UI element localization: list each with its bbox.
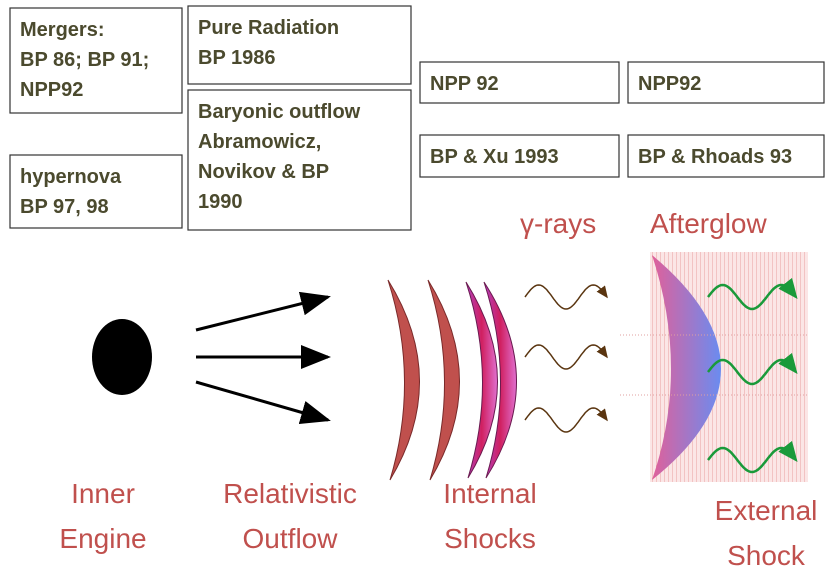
reference-text: Pure Radiation xyxy=(198,17,339,39)
afterglow-shock xyxy=(652,255,721,480)
photon-wave xyxy=(524,284,608,310)
reference-box xyxy=(627,134,825,178)
reference-text: Baryonic outflow xyxy=(198,101,361,123)
reference-text: Novikov & BP xyxy=(198,161,329,183)
photon-wave xyxy=(524,344,608,370)
shell xyxy=(427,279,460,481)
outflow-arrow xyxy=(195,380,331,425)
reference-text: 1990 xyxy=(198,191,243,213)
stage-label: Internal xyxy=(443,478,536,509)
photon-wave xyxy=(707,277,798,311)
shell xyxy=(387,279,420,481)
inner-engine xyxy=(92,319,152,395)
shell xyxy=(483,281,517,479)
outflow-arrow xyxy=(195,291,331,332)
gamma-label: γ-rays xyxy=(520,208,596,239)
photon-wave xyxy=(707,352,798,386)
reference-text: BP & Rhoads 93 xyxy=(638,146,792,168)
reference-text: NPP 92 xyxy=(430,73,499,95)
reference-text: BP 86; BP 91; xyxy=(20,49,149,71)
reference-box xyxy=(187,5,412,85)
stage-label: Relativistic xyxy=(223,478,357,509)
stage-label: Engine xyxy=(59,523,146,554)
stage-label: Shocks xyxy=(444,523,536,554)
reference-text: NPP92 xyxy=(638,73,701,95)
reference-text: BP & Xu 1993 xyxy=(430,146,559,168)
reference-box xyxy=(9,7,183,114)
reference-text: Abramowicz, xyxy=(198,131,321,153)
reference-box xyxy=(419,61,620,104)
reference-text: hypernova xyxy=(20,166,122,188)
stage-label: Outflow xyxy=(243,523,339,554)
reference-text: Mergers: xyxy=(20,19,104,41)
stage-label: Shock xyxy=(727,540,806,569)
reference-box xyxy=(627,61,825,104)
photon-wave xyxy=(707,440,798,474)
afterglow-label: Afterglow xyxy=(650,208,767,239)
reference-text: NPP92 xyxy=(20,79,83,101)
stage-label: External xyxy=(715,495,818,526)
reference-box xyxy=(9,154,183,229)
reference-box xyxy=(419,134,620,178)
reference-box xyxy=(187,89,412,231)
stage-label: Inner xyxy=(71,478,135,509)
reference-text: BP 97, 98 xyxy=(20,196,109,218)
reference-text: BP 1986 xyxy=(198,47,275,69)
shell xyxy=(465,281,498,479)
photon-wave xyxy=(524,407,608,433)
